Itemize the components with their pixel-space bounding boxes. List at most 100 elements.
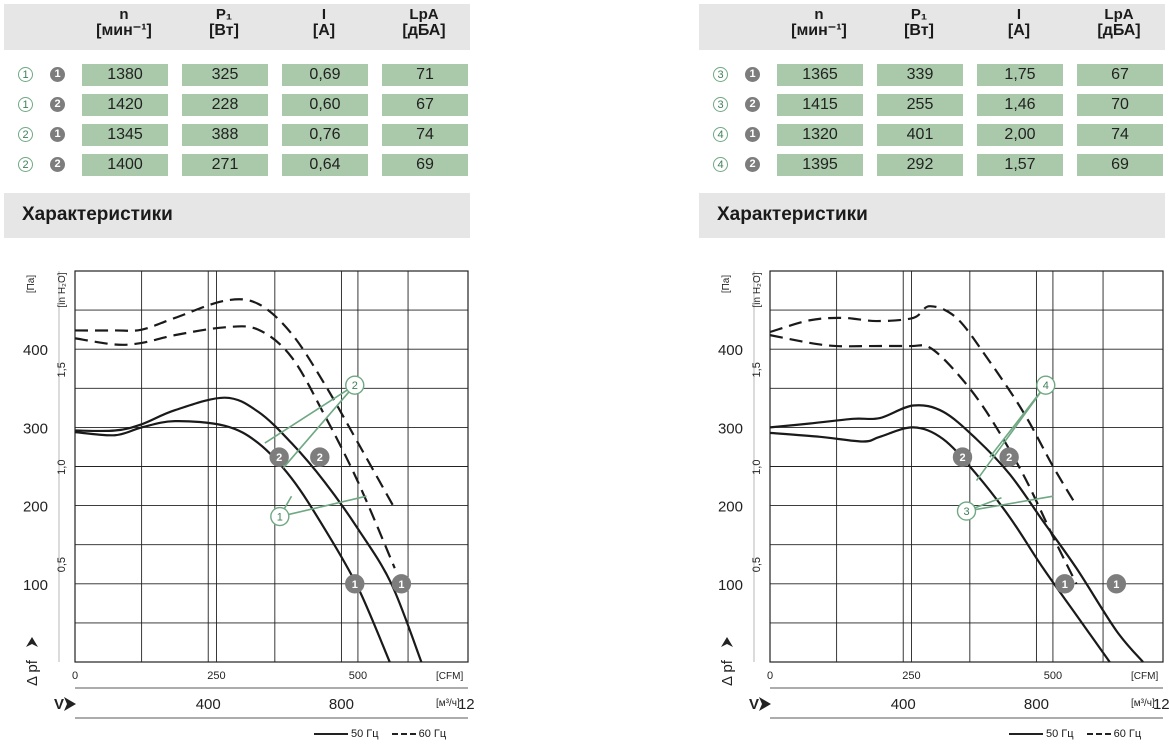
series-line-4-2 xyxy=(769,305,1078,507)
y2-tick-label: 1,0 xyxy=(751,460,763,475)
cell-n: 1415 xyxy=(777,94,863,116)
cell-n: 1320 xyxy=(777,124,863,146)
frequency-marker: 2 xyxy=(50,157,65,172)
callout-leader xyxy=(264,384,356,444)
header-n: n [мин⁻¹] xyxy=(791,6,847,39)
frequency-marker: 2 xyxy=(50,97,65,112)
x-tick-label: 800 xyxy=(329,696,354,713)
cell-lpa: 67 xyxy=(382,94,468,116)
x2-unit-label: [CFM] xyxy=(436,671,463,682)
cell-p1: 388 xyxy=(182,124,268,146)
cell-lpa: 69 xyxy=(1077,154,1163,176)
y-tick-label: 400 xyxy=(718,342,743,359)
cell-p1: 255 xyxy=(877,94,963,116)
chart-grid xyxy=(58,270,469,663)
y2-unit-label: [in H₂O] xyxy=(752,272,763,307)
curve-marker-label: 2 xyxy=(317,452,323,464)
y2-tick-label: 1,5 xyxy=(56,362,68,377)
fan-panel-left: n [мин⁻¹] P₁ [Вт] I [A] LpA [дБА] 1 1 1380 325 0… xyxy=(4,0,474,751)
y2-tick-label: 0,5 xyxy=(56,557,68,572)
x-unit-label: [м³/ч] xyxy=(436,698,460,709)
curve-marker: 3 xyxy=(713,97,728,112)
y-tick-label: 400 xyxy=(23,342,48,359)
legend: 50 Гц 60 Гц xyxy=(314,728,446,740)
legend-dashed-label: 60 Гц xyxy=(418,728,447,740)
legend-solid-line xyxy=(1009,733,1043,736)
curve-marker-label: 1 xyxy=(1113,579,1119,591)
cell-i: 0,64 xyxy=(282,154,368,176)
curve-marker-circle xyxy=(1036,375,1056,395)
header-current: I [A] xyxy=(312,6,336,39)
y-tick-label: 300 xyxy=(718,420,743,437)
cell-lpa: 71 xyxy=(382,64,468,86)
curve-marker-label: 2 xyxy=(352,380,358,392)
curve-marker-label: 2 xyxy=(1006,452,1012,464)
y2-tick-label: 1,5 xyxy=(751,362,763,377)
cfm-tick-label: 250 xyxy=(207,670,225,682)
y2-unit-label: [in H₂O] xyxy=(57,272,68,307)
curve-marker-circle xyxy=(310,447,330,467)
curve-marker-label: 1 xyxy=(277,512,283,524)
cell-lpa: 74 xyxy=(1077,124,1163,146)
legend: 50 Гц 60 Гц xyxy=(1009,728,1141,740)
frequency-marker: 1 xyxy=(745,127,760,142)
y-axis-arrow xyxy=(26,637,38,647)
callout-leader xyxy=(966,495,1054,512)
legend-solid-label: 50 Гц xyxy=(1046,728,1074,740)
curve-marker-label: 2 xyxy=(276,452,282,464)
table-row: 3 1 1365 339 1,75 67 xyxy=(699,64,1165,88)
curve-marker-label: 1 xyxy=(398,579,404,591)
series-line-2-1 xyxy=(74,396,423,663)
x-tick-label: 800 xyxy=(1024,696,1049,713)
series-line-3-2 xyxy=(769,334,1078,585)
callout-leader xyxy=(282,384,356,469)
curve-marker-circle xyxy=(956,501,977,521)
header-current: I [A] xyxy=(1007,6,1031,39)
cell-i: 1,57 xyxy=(977,154,1063,176)
table-header: n [мин⁻¹] P₁ [Вт] I [A] LpA [дБА] xyxy=(699,4,1165,50)
y-axis-arrow xyxy=(721,637,733,647)
header-lpa: LpA [дБА] xyxy=(402,6,446,39)
curve-marker-circle xyxy=(269,447,289,467)
curve-marker-label: 1 xyxy=(1062,579,1068,591)
curve-marker-circle xyxy=(952,447,973,467)
frequency-marker: 1 xyxy=(50,127,65,142)
frequency-marker: 1 xyxy=(745,67,760,82)
y2-tick-label: 1,0 xyxy=(56,460,68,475)
cell-n: 1365 xyxy=(777,64,863,86)
y-tick-label: 300 xyxy=(23,420,48,437)
table-row: 2 2 1400 271 0,64 69 xyxy=(4,154,470,178)
frequency-marker: 2 xyxy=(745,97,760,112)
curve-marker-circle xyxy=(270,506,290,527)
series-line-1-1 xyxy=(74,420,391,663)
x-axis-arrow xyxy=(64,697,76,711)
callout-leader xyxy=(975,384,1047,482)
curve-marker-circle xyxy=(999,447,1019,467)
cell-p1: 228 xyxy=(182,94,268,116)
section-title: Характеристики xyxy=(22,204,173,225)
table-row: 1 2 1420 228 0,60 67 xyxy=(4,94,470,118)
curve-marker: 4 xyxy=(713,127,728,142)
curve-marker-label: 4 xyxy=(1043,380,1049,392)
callout-leader xyxy=(279,495,367,518)
cell-lpa: 74 xyxy=(382,124,468,146)
cell-p1: 325 xyxy=(182,64,268,86)
cell-i: 2,00 xyxy=(977,124,1063,146)
frequency-marker: 2 xyxy=(745,157,760,172)
cell-lpa: 67 xyxy=(1077,64,1163,86)
x-tick-label: 400 xyxy=(891,696,916,713)
header-p1: P₁ [Вт] xyxy=(209,6,239,39)
table-header: n [мин⁻¹] P₁ [Вт] I [A] LpA [дБА] xyxy=(4,4,470,50)
table-row: 4 2 1395 292 1,57 69 xyxy=(699,154,1165,178)
y-axis-label: Δ pf xyxy=(24,659,41,686)
legend-solid-label: 50 Гц xyxy=(351,728,379,740)
curve-marker-label: 3 xyxy=(963,506,969,518)
y-unit-label: [Па] xyxy=(721,275,732,294)
cell-i: 0,60 xyxy=(282,94,368,116)
frequency-marker: 1 xyxy=(50,67,65,82)
curve-marker-circle xyxy=(391,574,412,594)
curve-marker: 3 xyxy=(713,67,728,82)
table-row: 2 1 1345 388 0,76 74 xyxy=(4,124,470,148)
x-axis-label: V xyxy=(749,696,759,713)
